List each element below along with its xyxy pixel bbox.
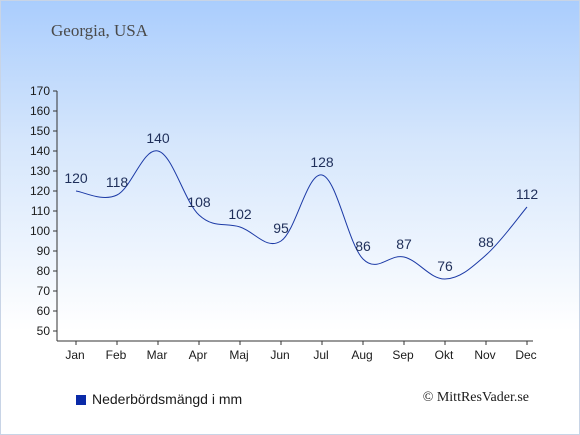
data-label: 88 (478, 234, 494, 250)
legend-label: Nederbördsmängd i mm (92, 391, 243, 407)
data-label: 128 (310, 154, 334, 170)
y-tick-label: 50 (37, 324, 51, 338)
x-axis-ticks: Jan Feb Mar Apr Maj Jun Jul Aug Sep Okt Nov Dec (65, 341, 537, 362)
x-tick-label: Dec (515, 348, 536, 362)
x-tick-label: Jan (65, 348, 84, 362)
precipitation-line (75, 150, 528, 280)
data-label: 108 (187, 194, 211, 210)
x-tick-label: Jun (270, 348, 289, 362)
y-tick-label: 70 (37, 284, 51, 298)
data-labels: 120 118 140 108 102 95 128 86 87 76 88 112 (64, 130, 538, 274)
x-tick-label: Mar (147, 348, 168, 362)
y-tick-label: 80 (37, 264, 51, 278)
x-tick-label: Okt (435, 348, 454, 362)
credit-text: © MittResVader.se (422, 390, 529, 405)
data-label: 76 (437, 258, 453, 274)
data-label: 95 (273, 220, 289, 236)
y-tick-label: 60 (37, 304, 51, 318)
x-tick-label: Sep (392, 348, 414, 362)
data-label: 86 (355, 238, 371, 254)
data-label: 112 (516, 186, 539, 202)
data-label: 118 (106, 174, 129, 190)
y-tick-label: 90 (37, 244, 51, 258)
y-tick-label: 130 (30, 164, 50, 178)
y-tick-label: 110 (31, 204, 50, 218)
y-tick-label: 120 (30, 184, 50, 198)
y-tick-label: 100 (30, 224, 50, 238)
x-tick-label: Jul (313, 348, 328, 362)
y-tick-label: 170 (30, 84, 50, 98)
data-label: 140 (146, 130, 170, 146)
location-title: Georgia, USA (51, 21, 148, 40)
x-tick-label: Apr (189, 348, 208, 362)
x-tick-label: Maj (229, 348, 248, 362)
y-tick-label: 140 (30, 144, 50, 158)
axes (56, 91, 533, 342)
x-tick-label: Nov (474, 348, 495, 362)
y-axis-ticks: 50 60 70 80 90 100 110 120 130 140 150 160 170 (30, 84, 57, 338)
y-tick-label: 160 (30, 104, 50, 118)
x-tick-label: Aug (351, 348, 372, 362)
legend-swatch (76, 395, 86, 405)
data-label: 87 (396, 236, 412, 252)
y-tick-label: 150 (30, 124, 50, 138)
x-tick-label: Feb (106, 348, 127, 362)
data-label: 120 (64, 170, 88, 186)
data-label: 102 (228, 206, 252, 222)
legend: Nederbördsmängd i mm (76, 391, 242, 407)
